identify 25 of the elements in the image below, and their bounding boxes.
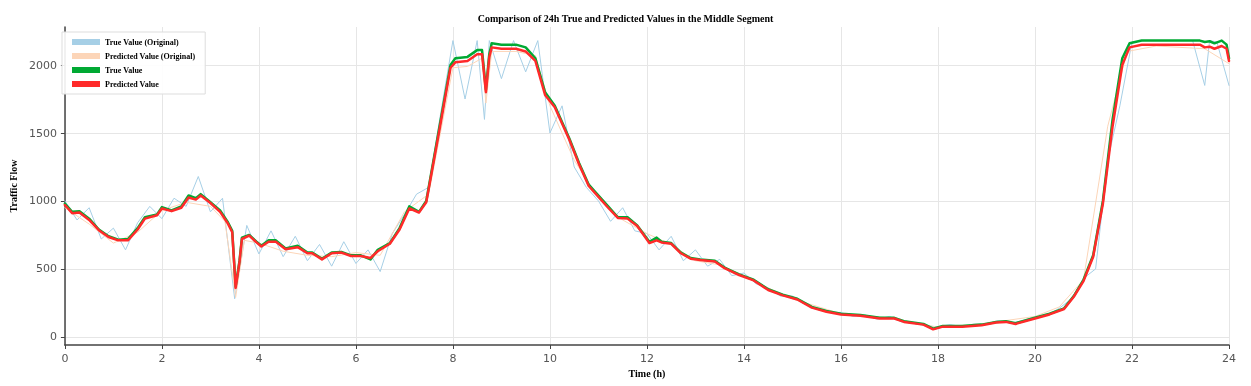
legend-label: Predicted Value (Original) [105,51,196,61]
legend-label: True Value [105,65,143,75]
x-tick-label: 2 [158,352,166,365]
x-tick-label: 14 [736,352,751,365]
y-tick-label: 0 [49,330,57,344]
x-tick-label: 8 [449,352,457,365]
legend-label: True Value (Original) [105,37,179,47]
y-tick-label: 2000 [28,58,57,72]
y-tick-label: 500 [35,262,57,276]
x-tick-label: 10 [542,352,557,365]
x-tick-label: 22 [1124,352,1139,365]
x-tick-label: 12 [639,352,654,365]
x-tick-label: 6 [352,352,360,365]
x-tick-label: 24 [1222,352,1236,365]
y-axis-title: Traffic Flow [7,158,19,213]
x-axis-title: Time (h) [628,368,666,381]
y-tick-label: 1500 [28,126,57,140]
x-tick-label: 18 [930,352,945,365]
x-tick-label: 16 [833,352,848,365]
x-tick-label: 20 [1027,352,1042,365]
legend-label: Predicted Value [105,79,160,89]
x-tick-label: 4 [255,352,263,365]
chart-title: Comparison of 24h True and Predicted Values in the Middle Segment [477,12,774,24]
x-tick-label: 0 [61,352,69,365]
y-tick-label: 1000 [28,194,57,208]
